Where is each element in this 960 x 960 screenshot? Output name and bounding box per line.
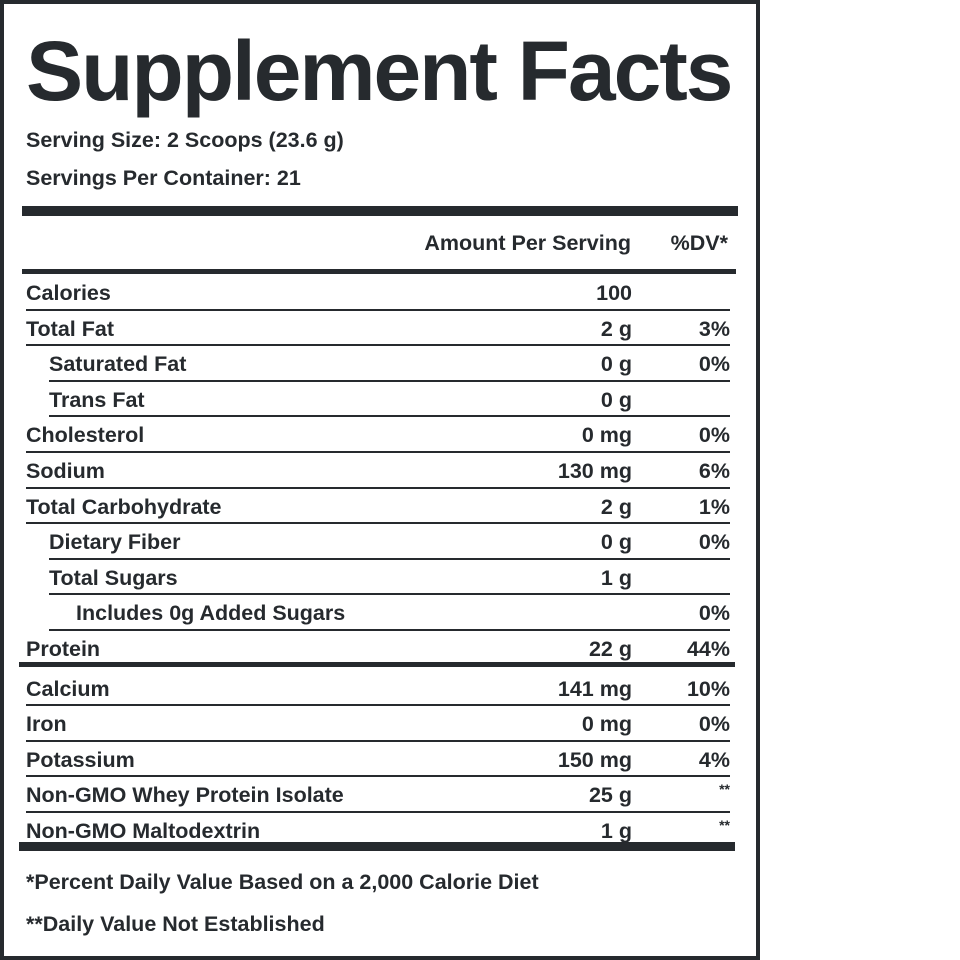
- footnote-daily-value: *Percent Daily Value Based on a 2,000 Ca…: [26, 870, 539, 894]
- servings-per-container: Servings Per Container: 21: [26, 166, 301, 190]
- nutrient-name: Total Sugars: [49, 565, 178, 590]
- nutrient-name: Dietary Fiber: [49, 530, 181, 555]
- thick-divider-top: [22, 206, 738, 216]
- nutrient-name: Includes 0g Added Sugars: [76, 601, 346, 626]
- nutrient-amount: 25 g: [588, 783, 632, 808]
- nutrient-row: Trans Fat 0 g: [49, 382, 730, 418]
- nutrient-daily-value: 0%: [698, 601, 730, 626]
- nutrient-amount: 22 g: [588, 637, 632, 661]
- nutrient-daily-value: 0%: [698, 352, 730, 377]
- nutrient-amount: 100: [596, 281, 632, 305]
- nutrient-row: Calories 100: [26, 275, 730, 311]
- nutrient-amount: 130 mg: [557, 459, 632, 483]
- nutrient-daily-value: **: [719, 817, 730, 833]
- nutrient-name: Protein: [26, 637, 101, 661]
- nutrient-daily-value: 0%: [698, 712, 730, 737]
- amount-per-serving-header: Amount Per Serving: [424, 231, 631, 255]
- thick-divider-bottom: [19, 842, 735, 851]
- nutrient-daily-value: 10%: [686, 676, 730, 701]
- protein-divider: [19, 662, 735, 667]
- nutrient-amount: 0 g: [600, 387, 632, 412]
- nutrient-amount: 2 g: [600, 316, 632, 341]
- nutrient-daily-value: 6%: [698, 459, 730, 483]
- nutrient-row: Total Sugars 1 g: [49, 560, 730, 596]
- nutrient-row: Non-GMO Maltodextrin 1 g **: [26, 813, 730, 849]
- nutrient-daily-value: 44%: [686, 637, 730, 661]
- nutrient-name: Iron: [26, 712, 67, 737]
- nutrient-daily-value: **: [719, 781, 730, 798]
- nutrient-amount: 2 g: [600, 494, 632, 519]
- nutrient-daily-value: 4%: [698, 747, 730, 772]
- supplement-facts-label: Supplement Facts Serving Size: 2 Scoops …: [0, 0, 760, 960]
- daily-value-header: %DV*: [670, 231, 728, 255]
- nutrient-row: Iron 0 mg 0%: [26, 706, 730, 742]
- nutrient-amount: 0 mg: [581, 423, 632, 448]
- footnote-not-established: **Daily Value Not Established: [26, 912, 325, 936]
- nutrient-amount: 0 g: [600, 530, 632, 555]
- nutrient-row: Includes 0g Added Sugars 0%: [49, 595, 730, 631]
- nutrient-row: Sodium 130 mg 6%: [26, 453, 730, 489]
- nutrient-name: Potassium: [26, 747, 135, 772]
- nutrient-daily-value: 1%: [698, 494, 730, 519]
- nutrient-amount: 0 mg: [581, 712, 632, 737]
- nutrient-name: Saturated Fat: [49, 352, 187, 377]
- nutrient-name: Non-GMO Whey Protein Isolate: [26, 783, 344, 808]
- nutrient-row: Dietary Fiber 0 g 0%: [49, 524, 730, 560]
- nutrient-row: Non-GMO Whey Protein Isolate 25 g **: [26, 777, 730, 813]
- nutrient-daily-value: 0%: [698, 530, 730, 555]
- nutrient-row: Total Carbohydrate 2 g 1%: [26, 489, 730, 525]
- nutrient-amount: 141 mg: [557, 676, 632, 701]
- nutrient-daily-value: 3%: [698, 316, 730, 341]
- nutrient-daily-value: 0%: [698, 423, 730, 448]
- serving-size: Serving Size: 2 Scoops (23.6 g): [26, 128, 344, 152]
- nutrient-amount: 150 mg: [557, 747, 632, 772]
- nutrient-name: Cholesterol: [26, 423, 145, 448]
- nutrient-row: Calcium 141 mg 10%: [26, 671, 730, 707]
- nutrient-amount: 0 g: [600, 352, 632, 377]
- nutrient-row: Protein 22 g 44%: [26, 631, 730, 667]
- label-title: Supplement Facts: [26, 24, 733, 118]
- nutrient-name: Total Fat: [26, 316, 114, 341]
- nutrient-name: Sodium: [26, 459, 105, 483]
- nutrient-row: Cholesterol 0 mg 0%: [26, 417, 730, 453]
- nutrient-row: Total Fat 2 g 3%: [26, 311, 730, 347]
- nutrient-name: Trans Fat: [49, 387, 145, 412]
- nutrient-row: Saturated Fat 0 g 0%: [49, 346, 730, 382]
- nutrient-name: Total Carbohydrate: [26, 494, 222, 519]
- nutrient-amount: 1 g: [600, 565, 632, 590]
- nutrient-name: Calcium: [26, 676, 110, 701]
- nutrient-amount: 1 g: [600, 819, 632, 843]
- header-divider: [22, 269, 736, 274]
- nutrient-row: Potassium 150 mg 4%: [26, 742, 730, 778]
- nutrient-name: Calories: [26, 281, 111, 305]
- nutrient-name: Non-GMO Maltodextrin: [26, 819, 261, 843]
